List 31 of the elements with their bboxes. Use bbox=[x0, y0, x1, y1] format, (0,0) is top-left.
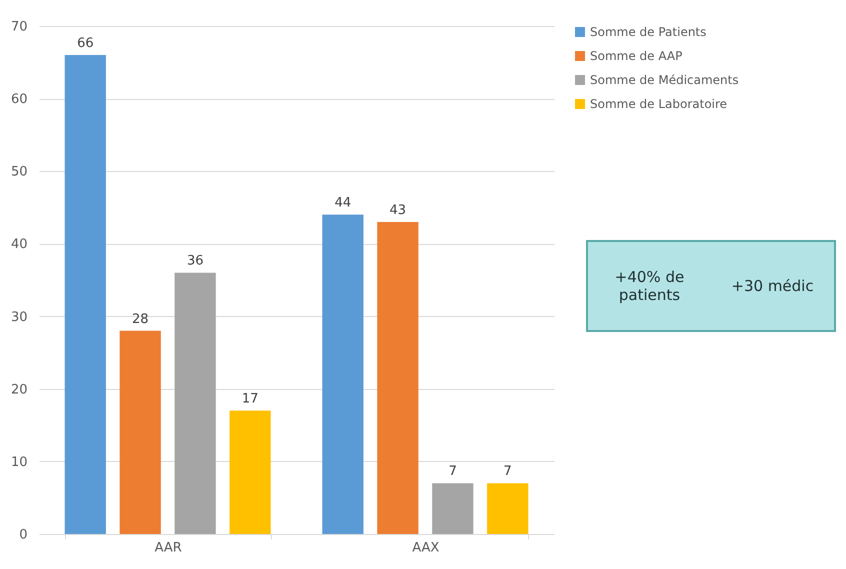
callout-box: +40% de patients +30 médic bbox=[586, 240, 836, 332]
bar bbox=[120, 330, 161, 534]
y-tick-label: 30 bbox=[10, 310, 28, 325]
bar bbox=[64, 55, 106, 534]
y-tick-label: 0 bbox=[19, 528, 28, 542]
x-tick-label: AAX bbox=[412, 540, 440, 556]
y-tick-label: 20 bbox=[10, 382, 28, 398]
legend-label: Somme de Médicaments bbox=[590, 73, 739, 87]
data-label: 17 bbox=[242, 392, 258, 407]
data-label: 43 bbox=[390, 202, 406, 218]
bar bbox=[432, 483, 474, 534]
data-label: 28 bbox=[132, 312, 149, 327]
y-tick-label: 70 bbox=[10, 20, 28, 34]
bar bbox=[174, 272, 216, 534]
data-label: 7 bbox=[504, 464, 512, 480]
y-tick-label: 10 bbox=[10, 454, 28, 470]
bar bbox=[487, 483, 528, 534]
y-tick-label: 50 bbox=[10, 164, 28, 180]
data-label: 36 bbox=[186, 254, 204, 269]
legend-label: Somme de Patients bbox=[590, 25, 706, 39]
bar bbox=[377, 222, 418, 534]
legend-label: Somme de Laboratoire bbox=[590, 97, 728, 111]
data-label: 7 bbox=[448, 464, 457, 480]
x-tick-label: AAR bbox=[154, 540, 182, 556]
bar bbox=[230, 410, 271, 534]
y-tick-label: 60 bbox=[10, 92, 28, 108]
legend-label: Somme de AAP bbox=[590, 49, 682, 63]
bar bbox=[322, 214, 364, 534]
y-tick-label: 40 bbox=[10, 237, 28, 252]
data-label: 44 bbox=[334, 196, 352, 211]
data-label: 66 bbox=[77, 36, 94, 52]
